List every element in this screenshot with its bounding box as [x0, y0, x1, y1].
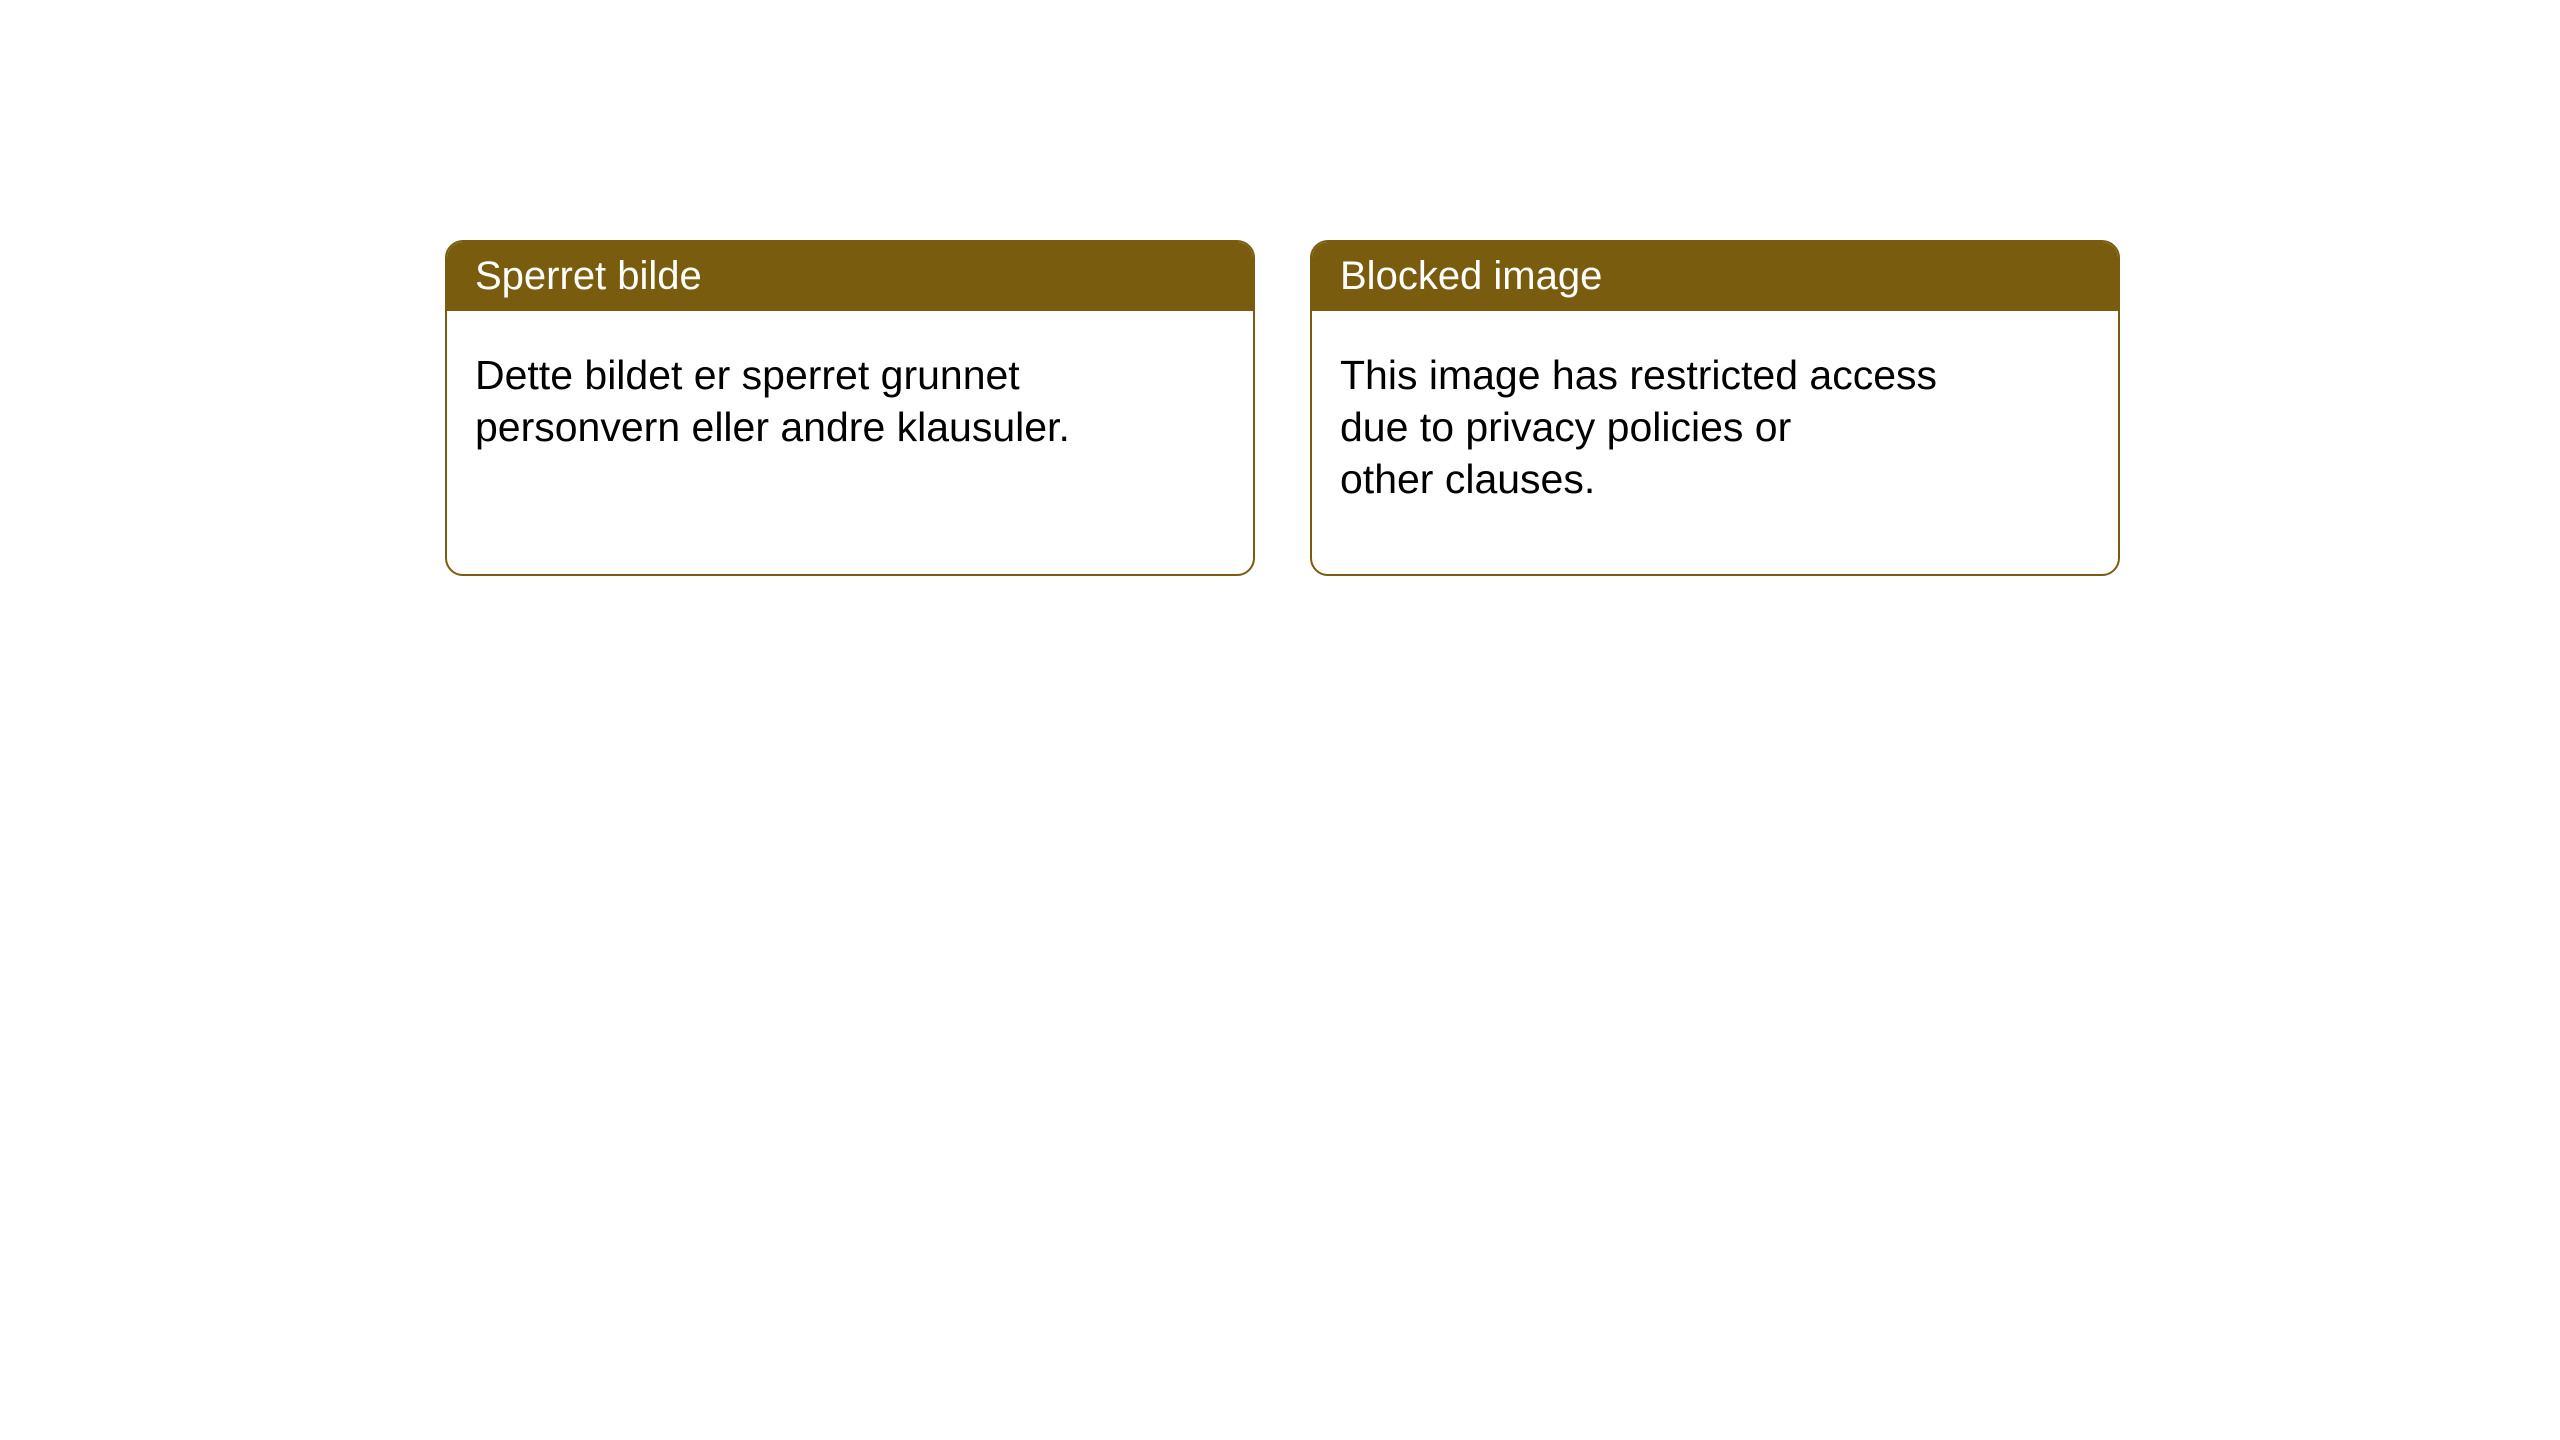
notice-title-norwegian: Sperret bilde: [447, 242, 1253, 311]
notice-body-norwegian: Dette bildet er sperret grunnet personve…: [447, 311, 1147, 491]
notice-title-english: Blocked image: [1312, 242, 2118, 311]
notice-body-english: This image has restricted access due to …: [1312, 311, 2012, 543]
notice-box-english: Blocked image This image has restricted …: [1310, 240, 2120, 576]
notice-container: Sperret bilde Dette bildet er sperret gr…: [0, 0, 2560, 576]
notice-box-norwegian: Sperret bilde Dette bildet er sperret gr…: [445, 240, 1255, 576]
